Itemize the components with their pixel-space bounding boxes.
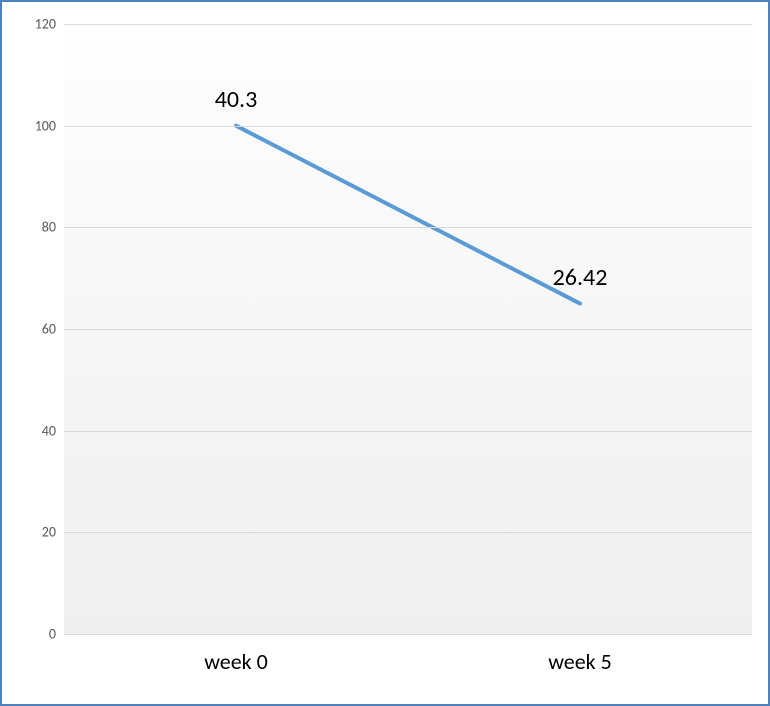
x-tick-label: week 5: [548, 634, 612, 675]
series-line: [236, 126, 580, 304]
plot-area: 020406080100120week 0week 540.326.42: [64, 24, 752, 634]
chart-frame: 0 20 40 60 80 100 120 week 0 week 5 40.3 26.42: [0, 0, 770, 706]
data-label: 26.42: [553, 263, 608, 292]
y-tick-label: 100: [35, 117, 56, 134]
gridline: [64, 532, 752, 533]
y-tick-label: 60: [42, 321, 56, 338]
y-tick-label: 20: [42, 524, 56, 541]
x-tick-label: week 0: [204, 634, 268, 675]
data-label: 40.3: [215, 85, 258, 114]
gridline: [64, 634, 752, 635]
gridline: [64, 24, 752, 25]
y-tick-label: 120: [35, 16, 56, 33]
gridline: [64, 227, 752, 228]
gridline: [64, 126, 752, 127]
gridline: [64, 329, 752, 330]
y-tick-label: 40: [42, 422, 56, 439]
gridline: [64, 431, 752, 432]
y-tick-label: 0: [49, 626, 56, 643]
y-tick-label: 80: [42, 219, 56, 236]
